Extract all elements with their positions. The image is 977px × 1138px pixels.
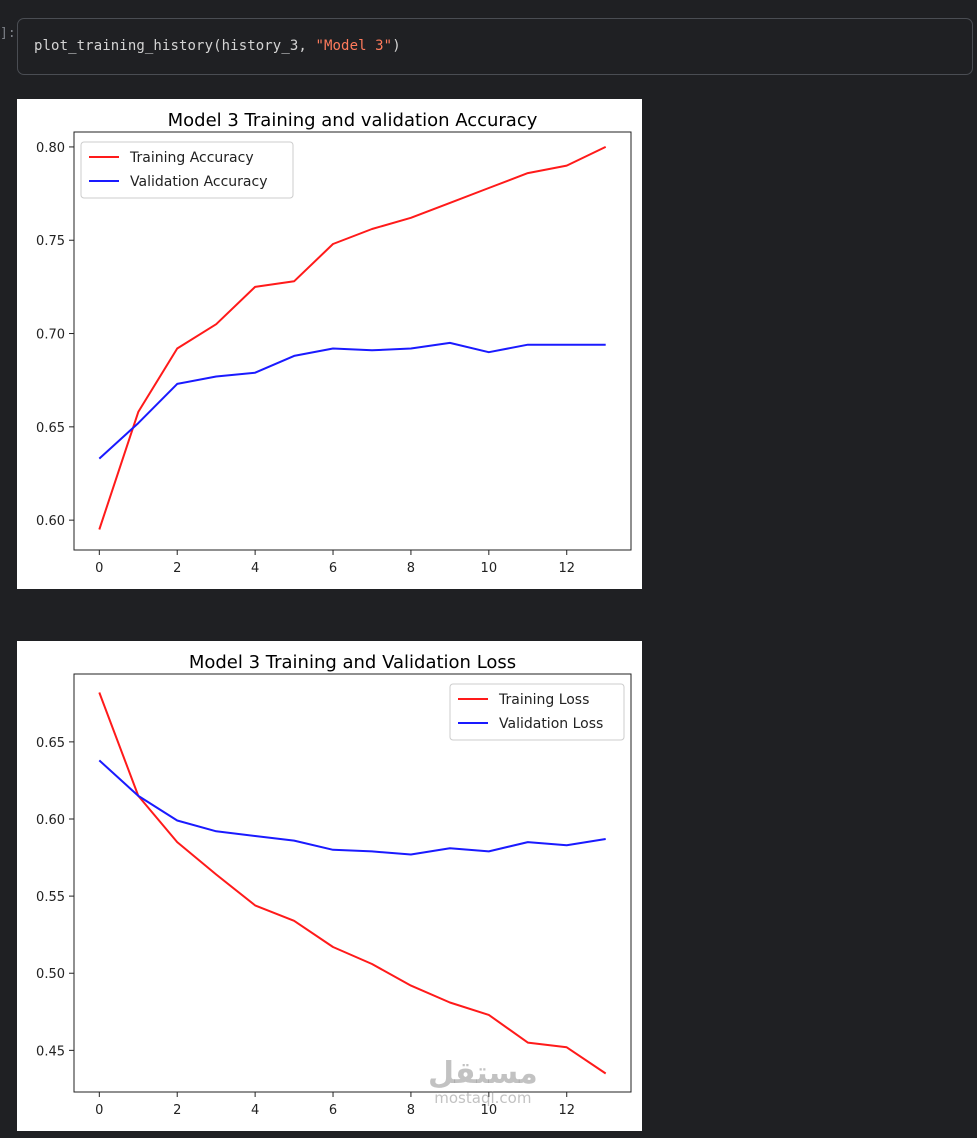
loss-y-tick-label: 0.50 xyxy=(36,967,65,982)
code-close-paren: ) xyxy=(392,38,401,54)
loss-x-tick-label: 4 xyxy=(251,1103,259,1118)
loss-legend-label: Validation Loss xyxy=(499,716,603,732)
loss-chart-title: Model 3 Training and Validation Loss xyxy=(189,652,516,673)
accuracy-x-tick-label: 10 xyxy=(481,561,498,576)
loss-chart-svg: Model 3 Training and Validation Loss 0 2 4 6… xyxy=(36,652,632,1118)
code-string-literal: "Model 3" xyxy=(315,38,393,54)
code-function-call: plot_training_history(history_3, xyxy=(34,38,316,54)
loss-legend-label: Training Loss xyxy=(498,692,589,708)
code-cell[interactable]: plot_training_history(history_3, "Model … xyxy=(17,18,973,75)
accuracy-x-tick-label: 8 xyxy=(407,561,415,576)
loss-x-tick-label: 0 xyxy=(95,1103,103,1118)
loss-series-line-training xyxy=(98,692,607,1075)
loss-x-tick-label: 8 xyxy=(407,1103,415,1118)
cell-prompt: ]: xyxy=(0,26,16,41)
accuracy-y-tick-label: 0.80 xyxy=(36,141,65,156)
accuracy-chart-svg: Model 3 Training and validation Accuracy… xyxy=(36,110,632,576)
accuracy-series-line-validation xyxy=(98,341,606,460)
accuracy-x-tick-label: 12 xyxy=(558,561,575,576)
accuracy-axes-frame xyxy=(73,131,632,551)
accuracy-x-tick-label: 0 xyxy=(95,561,103,576)
accuracy-chart-title: Model 3 Training and validation Accuracy xyxy=(168,110,538,131)
accuracy-plot: Model 3 Training and validation Accuracy… xyxy=(17,99,642,589)
code-line[interactable]: plot_training_history(history_3, "Model … xyxy=(34,38,401,54)
loss-y-tick-label: 0.45 xyxy=(36,1044,65,1059)
accuracy-legend-label: Training Accuracy xyxy=(129,150,254,166)
loss-legend: Training Loss Validation Loss xyxy=(449,683,625,741)
loss-y-tick-label: 0.60 xyxy=(36,813,65,828)
accuracy-series-line-training xyxy=(98,145,607,530)
loss-y-tick-label: 0.65 xyxy=(36,736,65,751)
accuracy-x-tick-label: 4 xyxy=(251,561,259,576)
loss-x-tick-label: 2 xyxy=(173,1103,181,1118)
accuracy-legend-label: Validation Accuracy xyxy=(130,174,268,190)
accuracy-y-tick-label: 0.60 xyxy=(36,514,65,529)
loss-x-tick-label: 12 xyxy=(558,1103,575,1118)
accuracy-y-tick-label: 0.75 xyxy=(36,234,65,249)
loss-series-line-validation xyxy=(98,759,606,856)
loss-y-tick-label: 0.55 xyxy=(36,890,65,905)
loss-x-tick-label: 6 xyxy=(329,1103,337,1118)
loss-plot: Model 3 Training and Validation Loss 0 2 4 6… xyxy=(17,641,642,1131)
accuracy-legend-box xyxy=(80,141,294,199)
loss-axes-frame xyxy=(73,673,632,1093)
accuracy-x-tick-label: 2 xyxy=(173,561,181,576)
accuracy-x-tick-label: 6 xyxy=(329,561,337,576)
loss-legend-box xyxy=(449,683,625,741)
loss-x-tick-label: 10 xyxy=(481,1103,498,1118)
accuracy-y-tick-label: 0.65 xyxy=(36,421,65,436)
accuracy-y-tick-label: 0.70 xyxy=(36,328,65,343)
accuracy-legend: Training Accuracy Validation Accuracy xyxy=(80,141,294,199)
